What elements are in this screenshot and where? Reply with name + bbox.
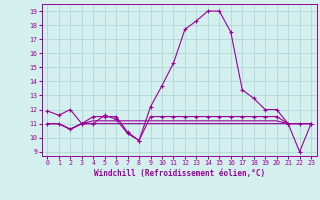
X-axis label: Windchill (Refroidissement éolien,°C): Windchill (Refroidissement éolien,°C) bbox=[94, 169, 265, 178]
